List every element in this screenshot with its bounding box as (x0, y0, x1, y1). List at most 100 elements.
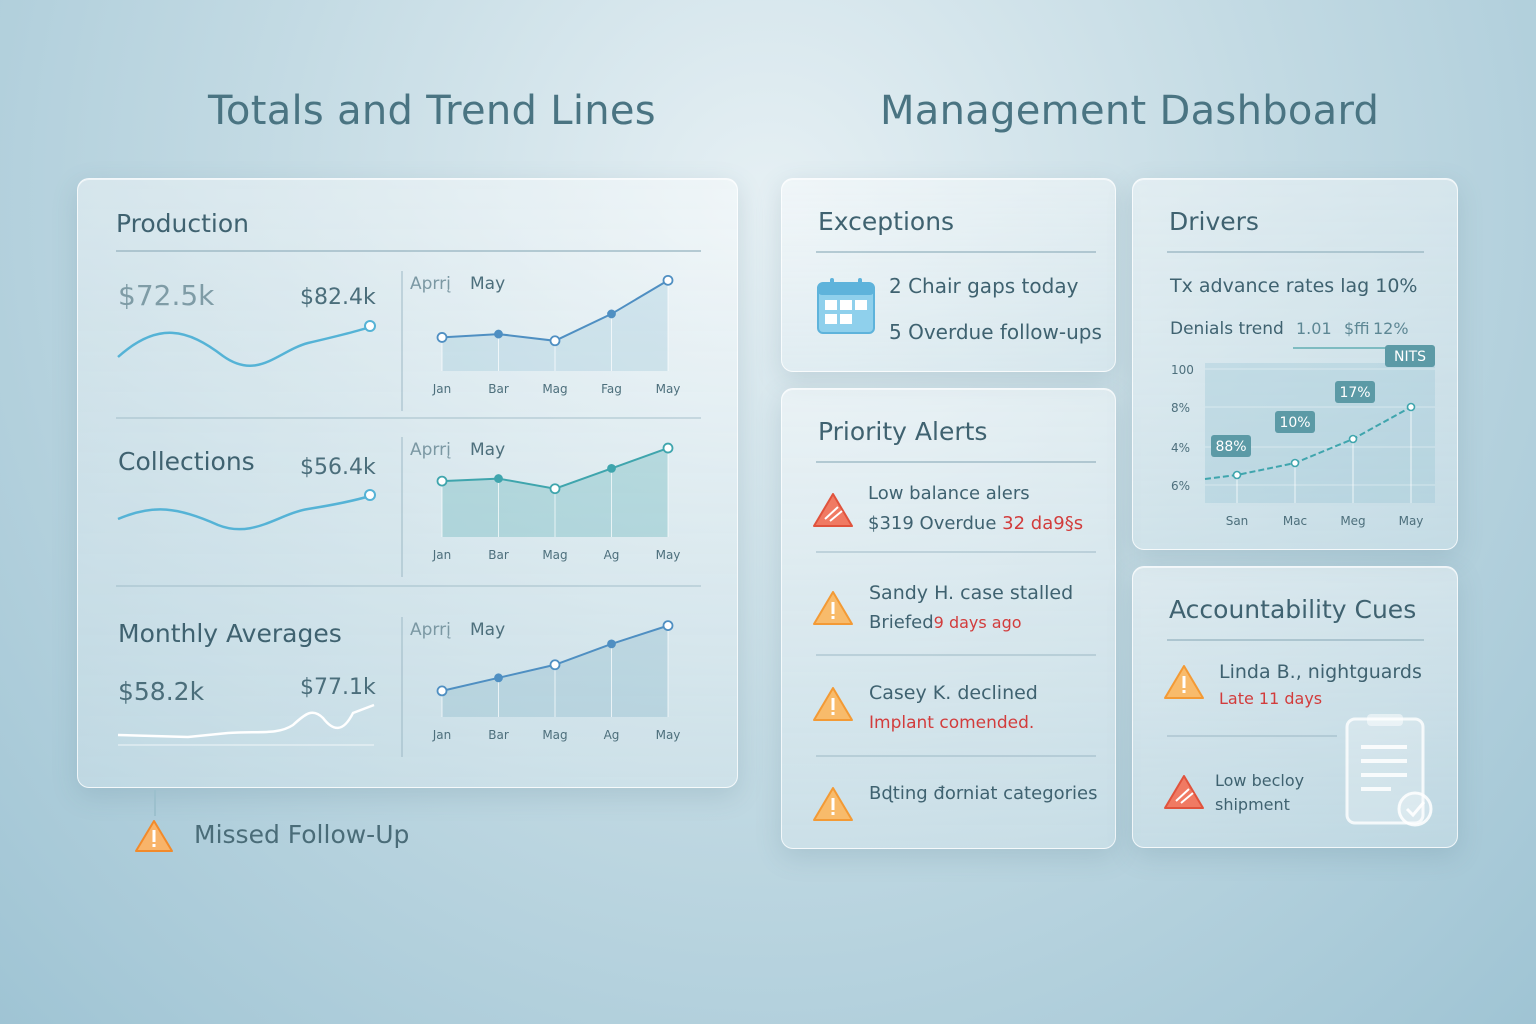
exception-item[interactable]: 2 Chair gaps today (889, 274, 1079, 298)
chart-point[interactable] (1348, 434, 1358, 444)
chart-header-label: May (470, 274, 505, 294)
chart-point[interactable] (607, 309, 616, 319)
chart-point[interactable] (494, 673, 503, 683)
production-chart: Aprrį May Jan Bar Mag Fag May (410, 274, 681, 396)
chart-point[interactable] (549, 659, 561, 671)
chart-point[interactable] (436, 685, 448, 697)
collections-title: Collections (118, 447, 255, 476)
accountability-title: Accountability Cues (1169, 595, 1417, 624)
drivers-title: Drivers (1169, 207, 1259, 236)
chart-point[interactable] (662, 442, 674, 454)
chart-data-label: NITS (1394, 349, 1426, 365)
collections-chart: Aprrį May Jan Bar Mag Ag May (410, 440, 680, 562)
warning-orange-icon (813, 787, 853, 821)
production-value-primary: $72.5k (118, 279, 215, 312)
production-title: Production (116, 209, 250, 238)
chart-tick-label: May (656, 728, 681, 742)
accountability-card: Accountability Cues Linda B., nightguard… (1132, 566, 1458, 848)
chart-tick-label: Mac (1283, 514, 1307, 528)
alert-line1[interactable]: Sandy H. case stalled (869, 582, 1074, 604)
monthly-title: Monthly Averages (118, 619, 342, 648)
accountability-line2: Late 11 days (1219, 689, 1323, 708)
alert-line2-red: 32 da9§s (1002, 513, 1084, 534)
chart-tick-label: Fag (601, 382, 622, 396)
warning-orange-icon (1164, 665, 1204, 699)
denials-value: 1.01 (1296, 319, 1332, 338)
warning-orange-icon (813, 687, 853, 721)
alert-line1[interactable]: Low balance alers (868, 483, 1030, 504)
left-heading: Totals and Trend Lines (208, 88, 656, 134)
exceptions-title: Exceptions (818, 207, 955, 236)
chart-point[interactable] (1406, 402, 1416, 412)
chart-tick-label: Bar (488, 382, 509, 396)
chart-tick-label: Ag (604, 548, 620, 562)
chart-tick-label: Jan (432, 548, 452, 562)
alert-line1[interactable]: Casey K. declined (869, 682, 1038, 704)
chart-data-label-box (1335, 381, 1375, 403)
chart-plot-area (1205, 363, 1435, 503)
chart-data-label-box (1275, 411, 1315, 433)
denials-label: Denials trend (1170, 319, 1284, 339)
alert-line1[interactable]: Bɖting đorniat categories (869, 783, 1098, 804)
chart-tick-label: Jan (432, 382, 452, 396)
denials-value: $ffi (1344, 319, 1370, 338)
alert-line2: Briefed9 days ago (869, 612, 1022, 633)
warning-red-icon (1164, 775, 1204, 809)
chart-point[interactable] (662, 274, 674, 286)
chart-point[interactable] (607, 464, 616, 473)
accountability-line1[interactable]: Low becloy (1215, 771, 1305, 790)
clipboard-icon (1345, 714, 1433, 827)
exception-item[interactable]: 5 Overdue follow-ups (889, 320, 1102, 344)
alert-line2-text: Briefed (869, 612, 934, 633)
monthly-sparkline (117, 703, 375, 746)
alert-line2-text: $319 Overdue (868, 513, 997, 534)
chart-point[interactable] (494, 329, 503, 339)
chart-data-label: 88% (1215, 439, 1246, 455)
chart-data-label-box (1211, 435, 1251, 457)
monthly-value-primary: $58.2k (118, 677, 205, 706)
collections-value-secondary: $56.4k (300, 455, 376, 480)
chart-tick-label: May (656, 382, 681, 396)
accountability-line1[interactable]: Linda B., nightguards (1219, 661, 1422, 683)
chart-header-label: May (470, 440, 505, 460)
chart-tick-label: Mag (542, 382, 567, 396)
chart-point[interactable] (1232, 470, 1242, 480)
chart-tick-label: San (1226, 514, 1249, 528)
production-sparkline (117, 320, 376, 367)
missed-follow-up-label[interactable]: Missed Follow-Up (194, 820, 410, 849)
chart-tick-label: Bar (488, 728, 509, 742)
priority-title: Priority Alerts (818, 417, 988, 446)
monthly-value-secondary: $77.1k (300, 675, 376, 700)
alert-line2-red: Implant comended. (869, 713, 1035, 733)
denials-value: 12% (1373, 319, 1409, 338)
right-heading: Management Dashboard (880, 88, 1380, 134)
drivers-card: Drivers Tx advance rates lag 10% Denials… (1132, 178, 1458, 550)
collections-sparkline (117, 489, 376, 531)
exceptions-card: Exceptions 2 Chair gaps today 5 Overdue … (781, 178, 1116, 372)
chart-tick-label: Mag (542, 548, 567, 562)
chart-point[interactable] (494, 474, 503, 483)
chart-y-tick-label: 6% (1171, 479, 1190, 493)
chart-point[interactable] (436, 475, 448, 487)
chart-point[interactable] (549, 483, 561, 495)
chart-tick-label: Ag (604, 728, 620, 742)
production-value-secondary: $82.4k (300, 285, 376, 310)
chart-point[interactable] (607, 639, 616, 649)
accountability-line2: shipment (1215, 795, 1290, 814)
alert-line2: $319 Overdue 32 da9§s (868, 513, 1083, 534)
chart-tick-label: Mag (542, 728, 567, 742)
chart-header-label: Aprrį (410, 620, 451, 640)
chart-data-label-box (1385, 345, 1435, 367)
chart-point[interactable] (436, 332, 448, 343)
chart-tick-label: Bar (488, 548, 509, 562)
chart-header-label: Aprrį (410, 274, 451, 294)
chart-y-tick-label: 100 (1171, 363, 1194, 377)
chart-point[interactable] (1290, 458, 1300, 468)
monthly-chart: Aprrį May Jan Bar Mag Ag May (410, 620, 681, 742)
alert-line2-red: 9 days ago (933, 613, 1022, 632)
chart-point[interactable] (549, 335, 561, 347)
chart-point[interactable] (662, 620, 674, 632)
chart-y-tick-label: 8% (1171, 401, 1190, 415)
calendar-icon (817, 278, 875, 334)
chart-data-label: 10% (1279, 415, 1310, 431)
